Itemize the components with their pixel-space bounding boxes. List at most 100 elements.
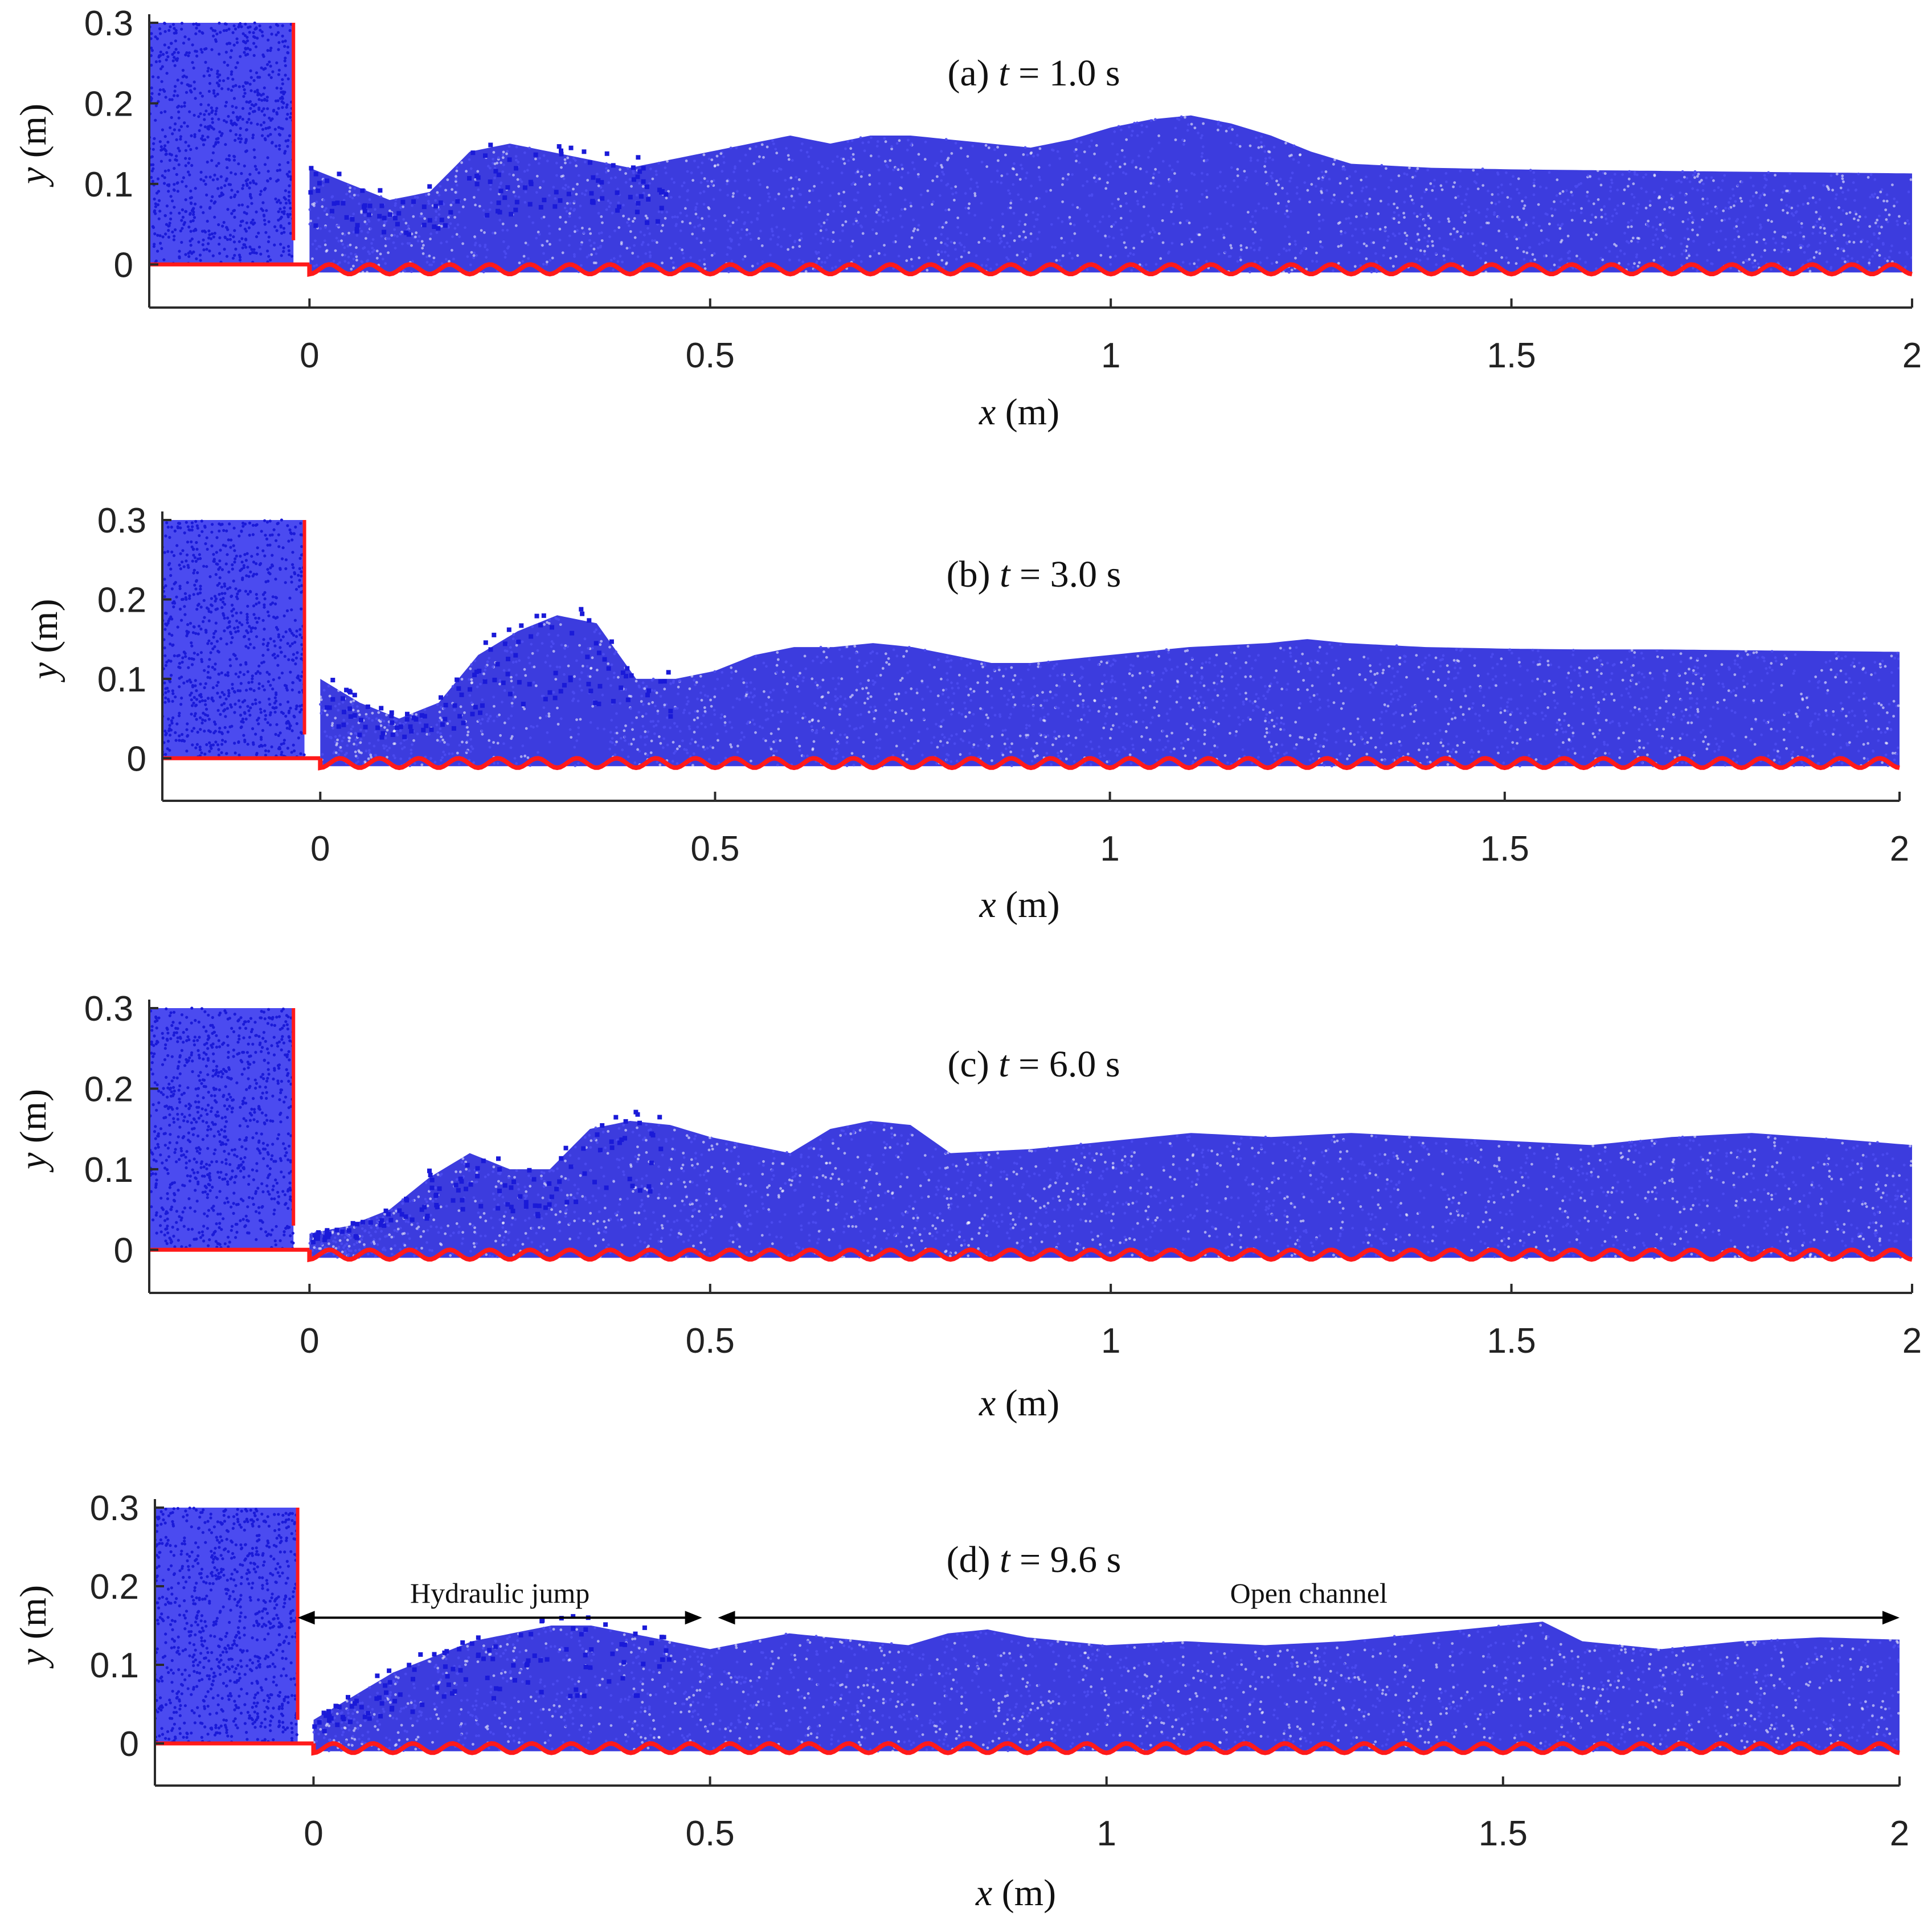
fluid-particle: [347, 261, 350, 264]
fluid-particle: [538, 232, 541, 236]
fluid-particle: [1362, 242, 1366, 245]
fluid-particle: [1760, 679, 1763, 682]
fluid-particle: [1364, 678, 1367, 681]
fluid-particle: [1511, 215, 1514, 219]
fluid-particle: [484, 665, 488, 668]
spray-particle: [392, 216, 398, 220]
fluid-particle: [1811, 196, 1815, 199]
fluid-particle: [1870, 243, 1873, 246]
fluid-particle: [1788, 267, 1792, 271]
fluid-particle: [1132, 253, 1135, 256]
fluid-particle: [1841, 191, 1844, 194]
fluid-particle: [1129, 252, 1132, 255]
reservoir-particle: [174, 85, 177, 88]
fluid-particle: [347, 183, 350, 186]
reservoir-particle: [284, 567, 288, 571]
fluid-particle: [898, 139, 901, 142]
reservoir-particle: [216, 72, 219, 75]
fluid-particle: [1871, 255, 1874, 258]
fluid-particle: [1440, 188, 1444, 191]
fluid-particle: [1869, 173, 1873, 176]
reservoir-particle: [176, 94, 179, 97]
fluid-particle: [469, 263, 472, 267]
fluid-particle: [1282, 271, 1286, 274]
fluid-particle: [1764, 184, 1767, 187]
fluid-particle: [1249, 144, 1252, 148]
reservoir-particle: [194, 712, 197, 715]
reservoir-particle: [210, 106, 213, 109]
fluid-particle: [1263, 150, 1267, 153]
y-tick-label: 0.1: [84, 165, 133, 204]
fluid-particle: [460, 161, 463, 164]
fluid-particle: [1129, 210, 1132, 212]
reservoir-particle: [173, 529, 177, 533]
fluid-particle: [1788, 172, 1792, 175]
reservoir-particle: [267, 235, 271, 239]
reservoir-particle: [166, 525, 170, 529]
fluid-particle: [844, 147, 847, 150]
spray-particle: [664, 192, 669, 197]
panel-0: 0 0.5 1 1.5 200.10.20.3x (m)y (m)(a) t = 1.0…: [13, 4, 1922, 433]
reservoir-particle: [280, 215, 283, 219]
fluid-particle: [1734, 256, 1737, 259]
fluid-particle: [672, 740, 675, 744]
fluid-particle: [345, 193, 348, 196]
fluid-particle: [674, 750, 677, 753]
fluid-particle: [1627, 263, 1630, 266]
fluid-particle: [808, 189, 811, 193]
reservoir-particle: [165, 152, 168, 156]
fluid-particle: [1387, 203, 1390, 206]
fluid-particle: [640, 243, 644, 246]
fluid-particle: [708, 157, 711, 161]
fluid-particle: [1029, 252, 1032, 256]
reservoir-particle: [289, 706, 292, 710]
fluid-particle: [1661, 264, 1665, 267]
fluid-particle: [977, 241, 981, 244]
reservoir-particle: [196, 653, 199, 656]
fluid-particle: [1354, 228, 1357, 231]
fluid-particle: [1794, 179, 1797, 183]
fluid-particle: [1547, 664, 1550, 667]
fluid-particle: [899, 186, 902, 189]
fluid-particle: [1403, 660, 1406, 664]
fluid-particle: [340, 239, 343, 243]
fluid-particle: [1151, 147, 1154, 150]
fluid-particle: [589, 232, 592, 235]
reservoir-particle: [252, 743, 255, 746]
fluid-particle: [1890, 244, 1893, 247]
fluid-particle: [1873, 178, 1877, 181]
fluid-particle: [1500, 183, 1503, 186]
fluid-particle: [1050, 223, 1053, 226]
fluid-particle: [973, 192, 976, 195]
fluid-particle: [355, 255, 358, 259]
reservoir-particle: [213, 645, 216, 648]
fluid-particle: [1597, 169, 1599, 173]
fluid-particle: [841, 223, 844, 227]
fluid-particle: [1328, 642, 1332, 646]
fluid-particle: [743, 255, 747, 258]
fluid-particle: [1553, 208, 1557, 211]
fluid-particle: [568, 161, 572, 165]
fluid-particle: [1193, 173, 1196, 177]
fluid-particle: [1669, 720, 1673, 724]
fluid-particle: [842, 157, 845, 161]
fluid-particle: [1692, 267, 1694, 270]
fluid-particle: [1669, 237, 1672, 240]
reservoir-particle: [214, 722, 217, 726]
fluid-particle: [1512, 678, 1516, 682]
fluid-particle: [819, 241, 822, 245]
fluid-particle: [1190, 122, 1193, 126]
fluid-particle: [1158, 739, 1161, 742]
fluid-particle: [1249, 718, 1252, 721]
fluid-particle: [1101, 215, 1104, 218]
fluid-particle: [780, 245, 783, 248]
fluid-particle: [1288, 243, 1291, 245]
fluid-particle: [956, 216, 960, 219]
fluid-particle: [1652, 243, 1655, 246]
fluid-particle: [1311, 684, 1314, 687]
fluid-particle: [1431, 244, 1435, 247]
reservoir-particle: [266, 107, 269, 110]
fluid-particle: [883, 159, 887, 163]
reservoir-particle: [286, 524, 289, 527]
fluid-particle: [1655, 228, 1658, 231]
